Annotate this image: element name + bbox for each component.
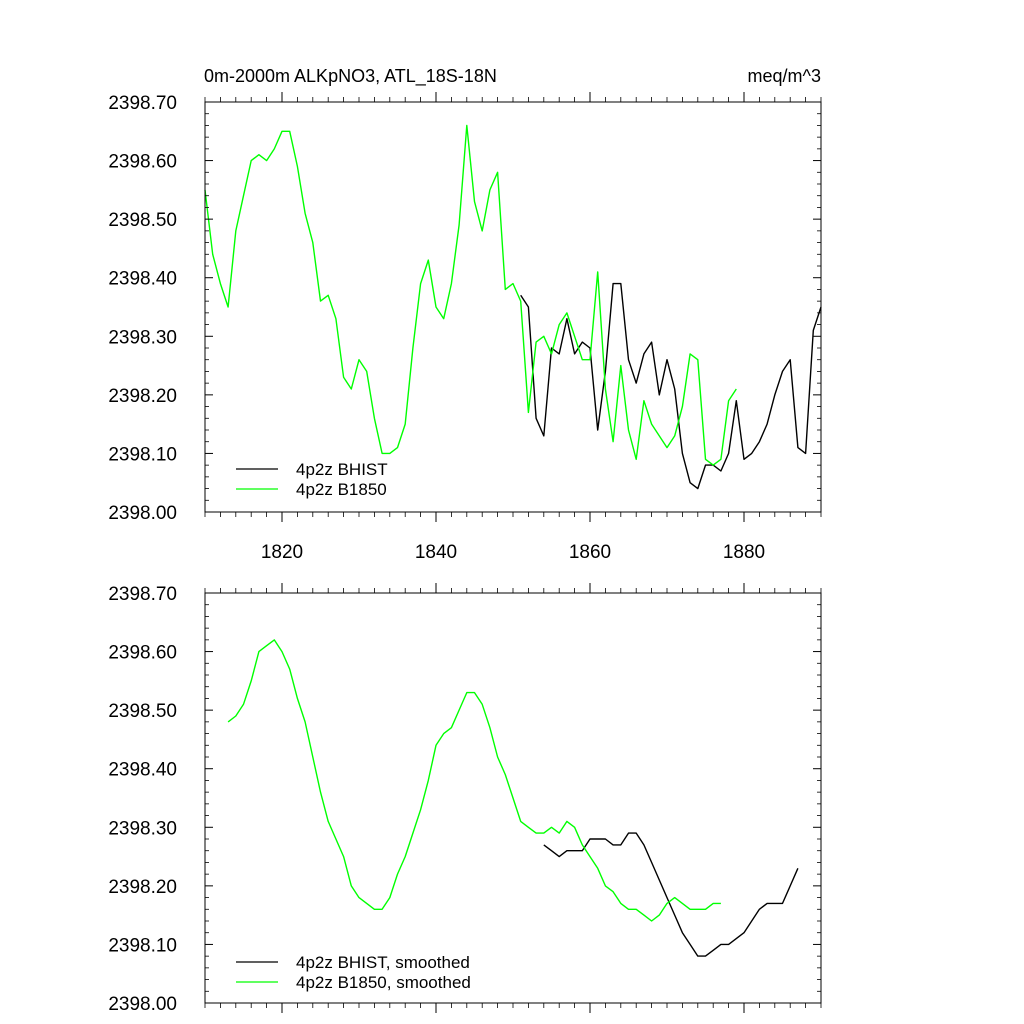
y-tick-label: 2398.70 xyxy=(108,93,177,114)
legend-label-b1850: 4p2z B1850 xyxy=(296,480,387,499)
chart-smoothed: 2398.00 2398.10 2398.20 2398.30 2398.40 2398.… xyxy=(108,583,822,1015)
legend: 4p2z BHIST, smoothed 4p2z B1850, smoothe… xyxy=(236,953,471,992)
y-tick-label: 2398.00 xyxy=(108,503,177,524)
series-line-4p2z-b1850 xyxy=(204,124,737,466)
series-line-4p2z-bhist-smoothed xyxy=(543,832,799,957)
chart-title-right: meq/m^3 xyxy=(748,66,821,86)
legend-label-bhist-smoothed: 4p2z BHIST, smoothed xyxy=(296,953,470,972)
series-line-4p2z-b1850-smoothed xyxy=(227,639,721,922)
y-tick-label: 2398.30 xyxy=(108,327,177,348)
x-tick-label: 1820 xyxy=(261,542,303,563)
y-tick-label: 2398.00 xyxy=(108,994,177,1015)
y-tick-label: 2398.50 xyxy=(108,701,177,722)
chart-title-left: 0m-2000m ALKpNO3, ATL_18S-18N xyxy=(204,66,497,87)
plot-frame xyxy=(204,101,822,513)
y-tick-label: 2398.50 xyxy=(108,210,177,231)
x-tick-label: 1840 xyxy=(415,542,457,563)
legend-label-b1850-smoothed: 4p2z B1850, smoothed xyxy=(296,973,471,992)
legend-label-bhist: 4p2z BHIST xyxy=(296,460,388,479)
y-tick-label: 2398.10 xyxy=(108,935,177,956)
y-tick-label: 2398.20 xyxy=(108,877,177,898)
y-tick-label: 2398.10 xyxy=(108,444,177,465)
chart-raw: 0m-2000m ALKpNO3, ATL_18S-18N meq/m^3 23… xyxy=(108,66,822,563)
y-tick-label: 2398.60 xyxy=(108,152,177,173)
y-tick-label: 2398.20 xyxy=(108,386,177,407)
series-line-4p2z-bhist xyxy=(520,282,822,490)
y-tick-label: 2398.70 xyxy=(108,584,177,605)
x-tick-label: 1860 xyxy=(569,542,611,563)
y-tick-label: 2398.60 xyxy=(108,643,177,664)
plot-frame xyxy=(204,592,822,1004)
y-tick-label: 2398.40 xyxy=(108,760,177,781)
x-tick-label: 1880 xyxy=(723,542,765,563)
y-tick-label: 2398.30 xyxy=(108,818,177,839)
legend: 4p2z BHIST 4p2z B1850 xyxy=(236,460,388,499)
y-tick-label: 2398.40 xyxy=(108,269,177,290)
